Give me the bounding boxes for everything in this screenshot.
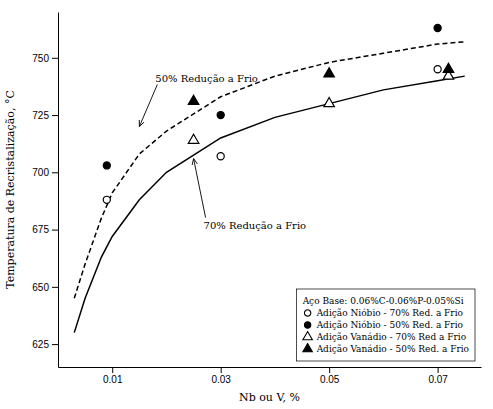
point-series xyxy=(188,63,453,104)
x-axis: 0.01 0.03 0.05 0.07 xyxy=(59,367,482,385)
annotation-arrow xyxy=(194,159,206,218)
y-tick: 675 xyxy=(32,224,58,235)
x-axis-line xyxy=(59,367,482,368)
y-tick-label: 750 xyxy=(32,53,49,64)
x-tick-label: 0.07 xyxy=(428,374,448,385)
point xyxy=(443,63,454,72)
legend-symbol xyxy=(303,332,312,340)
point xyxy=(434,66,441,73)
point xyxy=(103,196,110,203)
annotation-text: 50% Redução a Frio xyxy=(155,73,258,84)
plot: 0.01 0.03 0.05 0.07 625 650 675 700 725 750 Nb ou … xyxy=(4,13,482,405)
point-series xyxy=(103,66,441,204)
point xyxy=(324,98,335,107)
annotation-text: 70% Redução a Frio xyxy=(204,220,307,231)
point xyxy=(324,68,335,77)
legend-label: Adição Nióbio - 70% Red. a Frio xyxy=(316,308,463,318)
y-axis-line xyxy=(58,13,59,368)
legend-label: Adição Nióbio - 50% Red. a Frio xyxy=(316,320,463,330)
x-tick-mark xyxy=(438,367,439,373)
y-tick-mark xyxy=(52,172,58,173)
x-tick: 0.03 xyxy=(211,367,231,385)
point xyxy=(103,162,110,169)
y-tick-label: 725 xyxy=(32,110,49,121)
point xyxy=(217,153,224,160)
point xyxy=(217,111,224,118)
point xyxy=(434,24,441,31)
point xyxy=(188,95,199,104)
y-axis: 625 650 675 700 725 750 xyxy=(32,13,58,368)
y-tick-label: 650 xyxy=(32,282,49,293)
chart: 0.01 0.03 0.05 0.07 625 650 675 700 725 750 Nb ou … xyxy=(0,0,493,409)
y-tick-mark xyxy=(52,115,58,116)
point-series xyxy=(103,24,441,169)
annotations: 50% Redução a Frio 70% Redução a Frio xyxy=(139,73,306,231)
y-tick: 700 xyxy=(32,167,58,178)
legend-symbol xyxy=(303,344,312,352)
legend-label: Adição Vanádio - 70% Red a Frio xyxy=(316,332,467,342)
y-tick: 625 xyxy=(32,339,58,350)
y-tick-mark xyxy=(52,58,58,59)
y-tick-label: 700 xyxy=(32,167,49,178)
y-tick-mark xyxy=(52,344,58,345)
y-axis-title: Temperatura de Recristalização, °C xyxy=(4,90,17,289)
y-tick: 750 xyxy=(32,53,58,64)
legend-symbol xyxy=(304,310,310,316)
y-tick: 650 xyxy=(32,282,58,293)
x-tick-label: 0.03 xyxy=(211,374,231,385)
annotation-arrow xyxy=(139,85,157,127)
x-tick-mark xyxy=(221,367,222,373)
x-tick: 0.01 xyxy=(103,367,123,385)
y-tick-mark xyxy=(52,230,58,231)
x-tick-mark xyxy=(112,367,113,373)
y-tick-mark xyxy=(52,287,58,288)
x-tick-mark xyxy=(329,367,330,373)
x-tick-label: 0.01 xyxy=(103,374,123,385)
legend-title: Aço Base: 0.06%C-0.06%P-0.05%Si xyxy=(302,296,464,306)
legend-symbol xyxy=(304,322,310,328)
y-tick-label: 675 xyxy=(32,224,49,235)
x-tick: 0.05 xyxy=(320,367,340,385)
x-axis-title: Nb ou V, % xyxy=(239,391,300,404)
y-tick-label: 625 xyxy=(32,339,49,350)
legend-frame xyxy=(297,289,475,361)
curve xyxy=(74,42,464,299)
marks xyxy=(74,24,464,332)
x-tick-label: 0.05 xyxy=(320,374,340,385)
x-tick: 0.07 xyxy=(428,367,448,385)
y-tick: 725 xyxy=(32,110,58,121)
legend: Aço Base: 0.06%C-0.06%P-0.05%Si Adição Ni… xyxy=(297,289,475,361)
legend-label: Adição Vanádio - 50% Red. a Frio xyxy=(316,344,469,354)
point xyxy=(188,134,199,143)
